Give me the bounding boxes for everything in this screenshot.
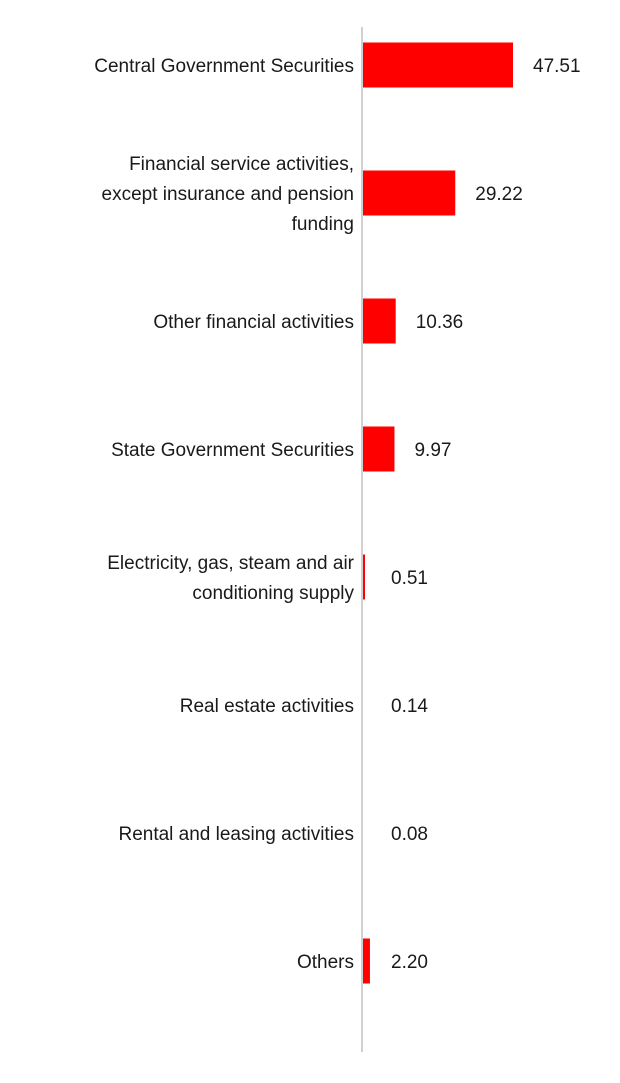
category-label-line: State Government Securities — [111, 440, 354, 461]
category-label-line: funding — [292, 214, 354, 235]
bar-row: Other financial activities 10.36 — [153, 298, 464, 344]
value-label: 47.51 — [533, 56, 581, 77]
bar-row: Central Government Securities 47.51 — [94, 42, 581, 88]
value-label: 0.51 — [391, 568, 428, 589]
value-label: 29.22 — [475, 184, 523, 205]
category-label: Electricity, gas, steam and air condition… — [107, 553, 354, 604]
bar — [363, 298, 396, 344]
value-label: 0.14 — [391, 696, 428, 717]
bar-row: Others 2.20 — [297, 938, 428, 984]
bar — [363, 554, 365, 600]
category-label-line: Rental and leasing activities — [118, 824, 354, 845]
bar-row: Financial service activities, except insu… — [102, 154, 523, 235]
category-label-line: Electricity, gas, steam and air — [107, 553, 354, 574]
value-label: 10.36 — [416, 312, 464, 333]
bar-row: Real estate activities 0.14 — [180, 696, 429, 717]
bar — [363, 426, 395, 472]
bar-row: State Government Securities 9.97 — [111, 426, 451, 472]
category-label-line: Other financial activities — [153, 312, 354, 333]
bar — [363, 170, 456, 216]
category-label-line: Real estate activities — [180, 696, 354, 717]
category-label: Central Government Securities — [94, 56, 354, 77]
category-label: Others — [297, 952, 354, 973]
bar-row: Rental and leasing activities 0.08 — [118, 824, 428, 845]
category-label-line: conditioning supply — [192, 583, 354, 604]
category-label-line: Central Government Securities — [94, 56, 354, 77]
value-label: 9.97 — [414, 440, 451, 461]
bar — [363, 938, 370, 984]
category-label-line: except insurance and pension — [102, 184, 354, 205]
bar-row: Electricity, gas, steam and air condition… — [107, 553, 428, 604]
value-label: 2.20 — [391, 952, 428, 973]
category-label-line: Others — [297, 952, 354, 973]
category-label: Real estate activities — [180, 696, 354, 717]
category-label: Rental and leasing activities — [118, 824, 354, 845]
category-label: Other financial activities — [153, 312, 354, 333]
category-label: State Government Securities — [111, 440, 354, 461]
category-label: Financial service activities, except insu… — [102, 154, 354, 235]
value-label: 0.08 — [391, 824, 428, 845]
category-label-line: Financial service activities, — [129, 154, 354, 175]
chart-rows: Central Government Securities 47.51 Financ… — [94, 42, 581, 984]
bar — [363, 42, 513, 88]
